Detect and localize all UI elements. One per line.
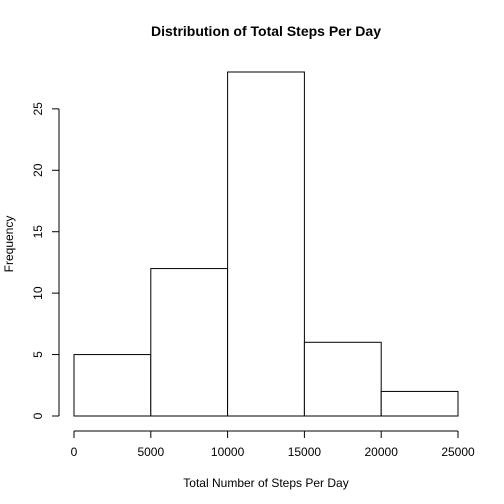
x-tick-label: 5000 <box>137 445 164 459</box>
histogram-bar-1 <box>150 268 229 417</box>
x-tick-label: 20000 <box>365 445 399 459</box>
y-tick-label: 25 <box>31 102 45 116</box>
histogram-bar-3 <box>303 341 382 417</box>
y-tick-label: 10 <box>31 286 45 300</box>
x-tick-label: 25000 <box>441 445 475 459</box>
x-axis-label: Total Number of Steps Per Day <box>183 476 348 490</box>
y-tick-label: 20 <box>31 163 45 177</box>
y-tick-label: 0 <box>31 412 45 419</box>
histogram-bar-4 <box>380 390 459 417</box>
bars-group <box>73 71 459 417</box>
y-tick-label: 5 <box>31 351 45 358</box>
x-tick-label: 0 <box>71 445 78 459</box>
x-tick-label: 10000 <box>211 445 245 459</box>
chart-title: Distribution of Total Steps Per Day <box>151 23 381 39</box>
histogram-bar-0 <box>73 354 152 417</box>
y-axis: 0 5 10 15 20 25 <box>31 102 60 419</box>
y-axis-label: Frequency <box>2 216 16 273</box>
histogram-bar-2 <box>227 71 305 417</box>
x-axis: 0 5000 10000 15000 20000 25000 <box>71 430 475 459</box>
y-tick-label: 15 <box>31 225 45 239</box>
x-tick-label: 15000 <box>288 445 322 459</box>
